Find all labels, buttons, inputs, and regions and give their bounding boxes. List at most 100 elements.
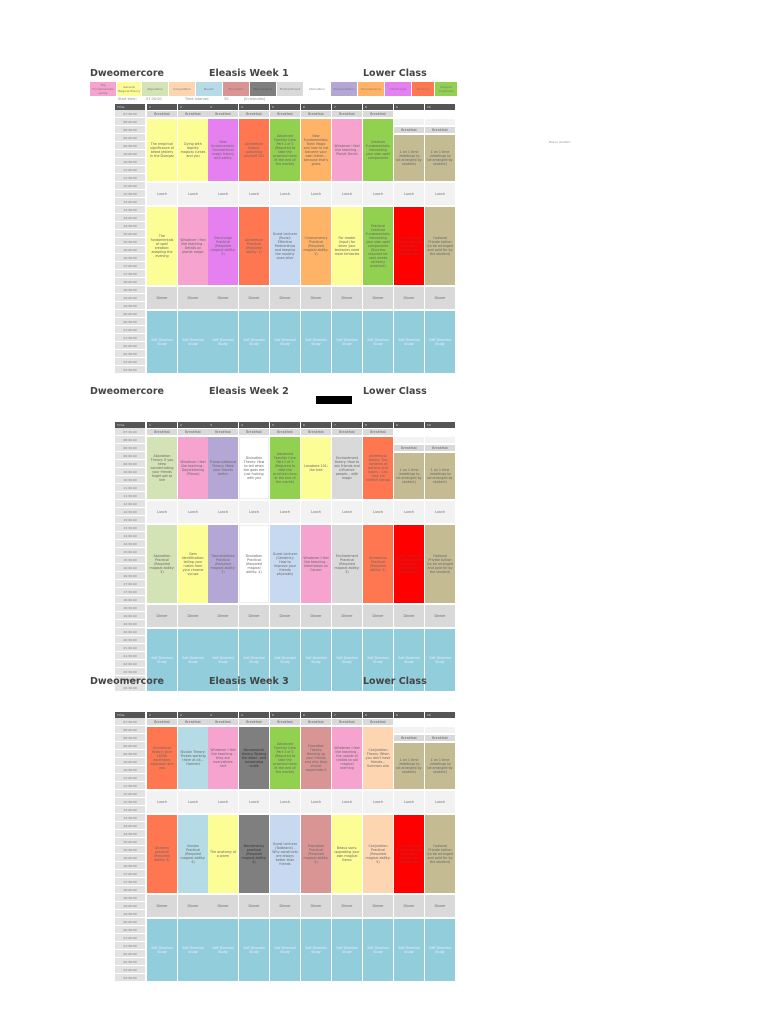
week-header: Dweomercore Eleasis Week 3 Lower Class xyxy=(85,676,495,690)
breakfast-slot: Breakfast xyxy=(394,735,424,741)
day-header: 5 xyxy=(270,712,300,718)
class-session[interactable]: 1 on 1 time (meetings to be arranged by … xyxy=(425,453,455,499)
dinner-slot: Dinner xyxy=(239,605,269,627)
timetable-grid: Time 1 2 3 4 5 6 7 8 9 10 07:30:00 08:00:00 08:30:00 0… xyxy=(115,712,500,984)
class-session[interactable]: Abjuration Practical (Required magical a… xyxy=(147,525,177,603)
breakfast-slot: Breakfast xyxy=(147,429,177,435)
class-session[interactable]: Whatever I feel like teaching - Planet D… xyxy=(332,119,362,181)
class-session[interactable]: Alchemical theory: your 16/5th ascendant… xyxy=(147,727,177,789)
class-session[interactable]: Divination Theory: How to tell when the … xyxy=(239,437,269,499)
class-session[interactable]: Alchemical theory: poisoning yourself 10… xyxy=(239,119,269,181)
legend-item: Starcharge xyxy=(385,82,411,96)
time-slot: 17:00:00 xyxy=(115,262,145,270)
time-slot: 11:00:00 xyxy=(115,484,145,492)
class-session[interactable]: Practical Creature Fundamentals: Harvest… xyxy=(363,207,393,285)
class-session[interactable]: Whatever I feel like teaching - they are… xyxy=(208,727,238,789)
day-header: 2 xyxy=(178,104,208,110)
dinner-slot: Dinner xyxy=(239,287,269,309)
breakfast-slot: Breakfast xyxy=(394,445,424,451)
class-session[interactable]: 1 on 1 Dueling (Please arrange a locatio… xyxy=(394,525,424,603)
breakfast-slot: Breakfast xyxy=(270,719,300,725)
class-session[interactable]: Advanced Familiar Care Part 1 of 3 (Requ… xyxy=(270,119,300,181)
class-title: Lower Class xyxy=(363,386,427,397)
breakfast-slot: Breakfast xyxy=(147,111,177,117)
time-slot: 16:30:00 xyxy=(115,254,145,262)
class-session[interactable]: 1 on 1 time (meetings to be arranged by … xyxy=(425,743,455,789)
day-header: 2 xyxy=(178,712,208,718)
class-session[interactable]: Whatever I feel like teaching - Details … xyxy=(178,207,208,285)
class-session[interactable]: Alchemical theory: The contents of potio… xyxy=(363,437,393,499)
class-session[interactable]: Optional Private tuition (to be arranged… xyxy=(425,207,455,285)
class-session[interactable]: New fundamentals: Gravitational magic th… xyxy=(208,119,238,181)
lunch-slot: Lunch xyxy=(239,501,269,523)
self-study-slot: Self Directed Study xyxy=(208,919,238,981)
class-session[interactable]: 1 on 1 time (meetings to be arranged by … xyxy=(394,743,424,789)
class-session[interactable]: Optional Private tuition (to be arranged… xyxy=(425,815,455,893)
class-session[interactable]: Advanced Familiar Care Part 2 of 3 (Requ… xyxy=(270,437,300,499)
class-session[interactable]: Illusion Theory: Threes working there at… xyxy=(178,727,208,789)
time-slot: 11:30:00 xyxy=(115,174,145,182)
time-slot: 07:30:00 xyxy=(115,110,145,118)
class-session[interactable]: Whatever I feel like teaching - Informat… xyxy=(301,525,331,603)
class-session[interactable]: Enchantment theory: How to win friends a… xyxy=(332,437,362,499)
class-session[interactable]: Whatever I feel like teaching - Daydream… xyxy=(178,437,208,499)
breakfast-slot: Breakfast xyxy=(394,127,424,133)
class-session[interactable]: Chronomancy Practical (Required magical … xyxy=(301,207,331,285)
time-slot: 09:30:00 xyxy=(115,750,145,758)
class-session[interactable]: Guest Lecturer (Geriatric): How to impro… xyxy=(270,525,300,603)
class-session[interactable]: Advanced Familiar Care Part 3 of 3 (Requ… xyxy=(270,727,300,789)
class-session[interactable]: 1 on 1 time (meetings to be arranged by … xyxy=(394,135,424,181)
class-session[interactable]: Guest Lecturer (Rune): Effective Partner… xyxy=(270,207,300,285)
class-session[interactable]: 1 on 1 time (meetings to be arranged by … xyxy=(425,135,455,181)
day-header: 4 xyxy=(239,104,269,110)
class-session[interactable]: The anatomy of a worm xyxy=(208,815,238,893)
class-session[interactable]: 1 on 1 Dueling (Please arrange a locatio… xyxy=(394,207,424,285)
class-session[interactable]: Creature Fundamentals: Harvesting your o… xyxy=(363,119,393,181)
class-session[interactable]: Transmutational Theory: Make your friend… xyxy=(208,437,238,499)
class-session[interactable]: 1 on 1 Dueling (Please arrange a locatio… xyxy=(394,815,424,893)
day-header: 5 xyxy=(270,104,300,110)
breakfast-slot: Breakfast xyxy=(208,111,238,117)
class-session[interactable]: The empirical significance of beard jewl… xyxy=(147,119,177,181)
time-slot: 15:30:00 xyxy=(115,846,145,854)
class-session[interactable]: Evocation Practical (Required magical ab… xyxy=(301,815,331,893)
class-session[interactable]: Dying with dignity: magical curses and y… xyxy=(178,119,208,181)
class-session[interactable]: Alchemical Practical (Required ability: … xyxy=(363,525,393,603)
class-session[interactable]: Conjuration Theory: When you don't have … xyxy=(363,727,393,789)
class-session[interactable]: Illusion Practical (Required magical abi… xyxy=(178,815,208,893)
dinner-slot: Dinner xyxy=(208,895,238,917)
class-session[interactable]: New Fundamentals: Tamn Magic and how to … xyxy=(301,119,331,181)
class-session[interactable]: Gem identification: telling your rubies … xyxy=(178,525,208,603)
class-session[interactable]: Evocation Theory: Blowing up your friend… xyxy=(301,727,331,789)
lunch-slot: Lunch xyxy=(239,183,269,205)
class-session[interactable]: Beaux sons: upgrading your own magical i… xyxy=(332,815,362,893)
time-slot: 15:00:00 xyxy=(115,548,145,556)
self-study-slot: Self Directed Study xyxy=(270,311,300,373)
class-session[interactable]: Conjuration Practical (Required magical … xyxy=(363,815,393,893)
class-session[interactable]: Whatever I feel like teaching - the upsi… xyxy=(332,727,362,789)
class-session[interactable]: Optional Private tuition (to be arranged… xyxy=(425,525,455,603)
class-session[interactable]: Transmutation Practical (Required magica… xyxy=(208,525,238,603)
class-session[interactable]: Abjuration Theory: If you keep concentra… xyxy=(147,437,177,499)
self-study-slot: Self Directed Study xyxy=(239,919,269,981)
time-slot: 08:00:00 xyxy=(115,726,145,734)
class-session[interactable]: Divination Practical (Required magical a… xyxy=(239,525,269,603)
class-session[interactable]: For reader (input) for when your tentacl… xyxy=(332,207,362,285)
class-session[interactable]: Starcharge Practical (Required magical a… xyxy=(208,207,238,285)
class-session[interactable]: Alchemy practical (Required ability: 3) xyxy=(147,815,177,893)
breakfast-slot: Breakfast xyxy=(147,719,177,725)
class-session[interactable]: Necromancy practical (Required magical a… xyxy=(239,815,269,893)
class-session[interactable]: Enchantment Practical (Required magical … xyxy=(332,525,362,603)
time-slot: 15:30:00 xyxy=(115,556,145,564)
time-slot: 17:00:00 xyxy=(115,580,145,588)
class-session[interactable]: The fundamentals of spell creation: adap… xyxy=(147,207,177,285)
class-session[interactable]: Alchemical Practical (Required ability: … xyxy=(239,207,269,285)
class-session[interactable]: Lanabore 101: the tree xyxy=(301,437,331,499)
legend-item: Enchantment xyxy=(277,82,303,96)
empty-slot xyxy=(425,727,455,733)
time-slot: 12:00:00 xyxy=(115,500,145,508)
time-slot: 08:30:00 xyxy=(115,126,145,134)
class-session[interactable]: Necromantic theory: Raising the dead - a… xyxy=(239,727,269,789)
class-session[interactable]: 1 on 1 time (meetings to be arranged by … xyxy=(394,453,424,499)
class-session[interactable]: Guest Lecturer (Todbrand) - Why construc… xyxy=(270,815,300,893)
